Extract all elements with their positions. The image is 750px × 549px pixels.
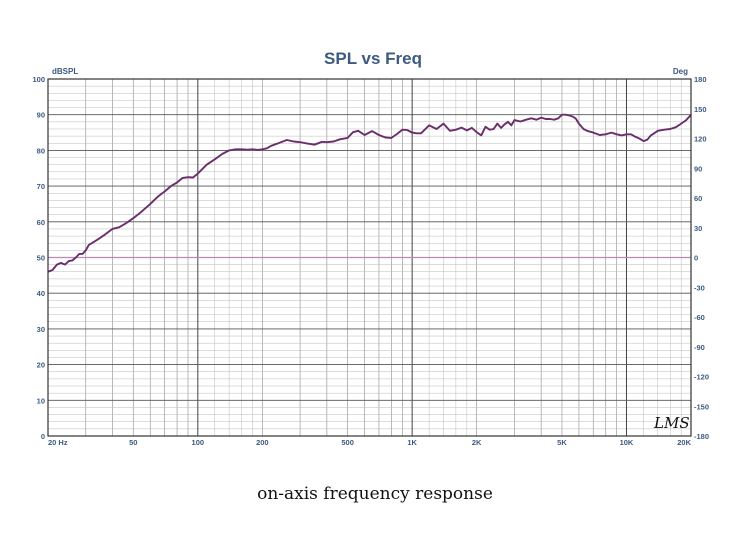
y-left-tick-label: 100: [32, 75, 45, 84]
y-axis-left-unit: dBSPL: [52, 67, 78, 76]
y-axis-right: -180 -150 -120 -90 -60 -30 0 30 60 90 120 150 180: [694, 75, 709, 441]
series-group: [47, 113, 692, 273]
y-right-tick-label: 180: [694, 75, 707, 84]
y-left-tick-label: 60: [37, 218, 45, 227]
y-left-tick-label: 90: [37, 111, 45, 120]
y-left-tick-label: 80: [37, 146, 45, 155]
y-right-tick-label: 0: [694, 254, 698, 263]
y-left-tick-label: 10: [37, 396, 45, 405]
x-tick-label: 20K: [677, 438, 691, 447]
y-left-tick-label: 50: [37, 254, 45, 263]
y-right-tick-label: -150: [694, 402, 709, 411]
y-left-tick-label: 70: [37, 182, 45, 191]
plot-frame: [47, 78, 692, 437]
x-tick-label: 200: [256, 438, 269, 447]
x-tick-label: 2K: [472, 438, 482, 447]
y-right-tick-label: -30: [694, 283, 705, 292]
y-axis-left: 0 10 20 30 40 50 60 70 80 90 100: [32, 75, 45, 441]
y-right-tick-label: -120: [694, 373, 709, 382]
y-left-tick-label: 30: [37, 325, 45, 334]
y-right-tick-label: 30: [694, 224, 702, 233]
y-left-tick-label: 20: [37, 361, 45, 370]
figure-caption: on-axis frequency response: [257, 484, 493, 504]
y-right-tick-label: 120: [694, 135, 707, 144]
x-tick-label: 100: [192, 438, 205, 447]
y-left-tick-label: 40: [37, 289, 45, 298]
y-right-tick-label: -60: [694, 313, 705, 322]
x-tick-label: 1K: [407, 438, 417, 447]
y-right-tick-label: 150: [694, 105, 707, 114]
x-tick-label: 500: [341, 438, 354, 447]
y-right-tick-label: -90: [694, 343, 705, 352]
x-axis: 20 Hz 50 100 200 500 1K 2K 5K 10K 20K: [48, 438, 692, 447]
x-tick-label: 10K: [620, 438, 634, 447]
spl-series-line: [47, 113, 692, 273]
y-right-tick-label: 90: [694, 164, 702, 173]
y-right-tick-label: -180: [694, 432, 709, 441]
y-axis-right-unit: Deg: [673, 67, 688, 76]
lms-logo: LMS: [653, 414, 690, 432]
y-right-tick-label: 60: [694, 194, 702, 203]
x-tick-label: 20 Hz: [48, 438, 68, 447]
chart-title: SPL vs Freq: [324, 49, 422, 68]
y-left-tick-label: 0: [41, 432, 45, 441]
x-tick-label: 50: [129, 438, 137, 447]
x-tick-label: 5K: [557, 438, 567, 447]
